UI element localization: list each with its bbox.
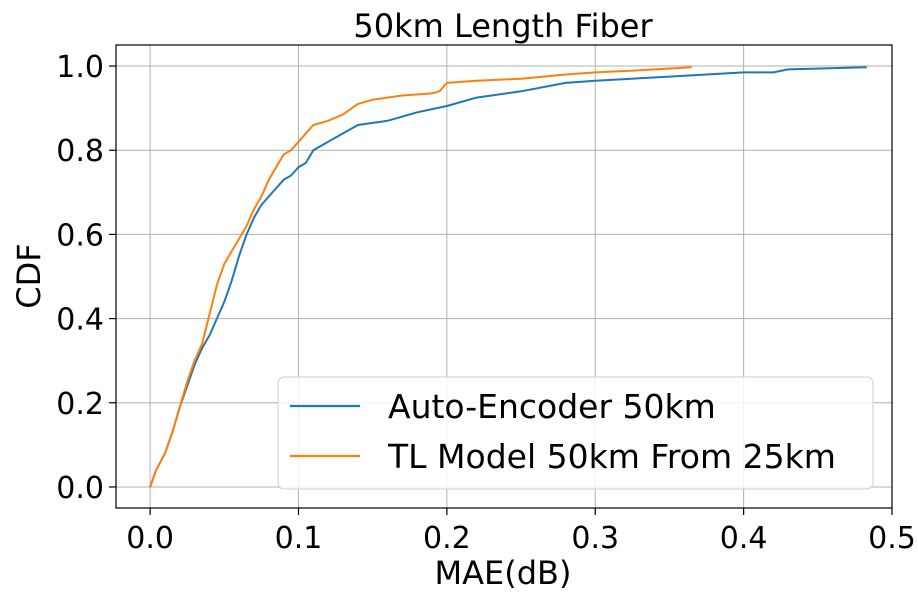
x-tick-label: 0.5 (868, 521, 916, 556)
y-axis-label: CDF (10, 243, 48, 308)
y-tick-label: 0.8 (56, 134, 104, 169)
x-tick-label: 0.4 (720, 521, 768, 556)
x-axis-ticks: 0.0 0.1 0.2 0.3 0.4 0.5 (126, 508, 916, 556)
y-axis-ticks: 0.0 0.2 0.4 0.6 0.8 1.0 (56, 50, 116, 506)
y-tick-label: 0.4 (56, 303, 104, 338)
series-lines (149, 66, 867, 488)
x-tick-label: 0.1 (275, 521, 323, 556)
x-tick-label: 0.0 (126, 521, 174, 556)
x-axis-label: MAE(dB) (435, 554, 572, 592)
plot-frame (115, 44, 893, 509)
x-tick-label: 0.2 (423, 521, 471, 556)
legend-label-tl-model: TL Model 50km From 25km (387, 437, 836, 476)
y-tick-label: 0.6 (56, 218, 104, 253)
y-tick-label: 0.0 (56, 471, 104, 506)
series-line-auto-encoder (149, 66, 867, 488)
legend-box (277, 376, 874, 490)
x-tick-label: 0.3 (571, 521, 619, 556)
legend-label-auto-encoder: Auto-Encoder 50km (388, 387, 716, 426)
y-tick-label: 1.0 (56, 50, 104, 85)
legend: Auto-Encoder 50km TL Model 50km From 25k… (277, 376, 874, 490)
y-tick-label: 0.2 (56, 387, 104, 422)
chart-title: 50km Length Fiber (353, 7, 653, 45)
series-line-tl-model (149, 66, 692, 488)
